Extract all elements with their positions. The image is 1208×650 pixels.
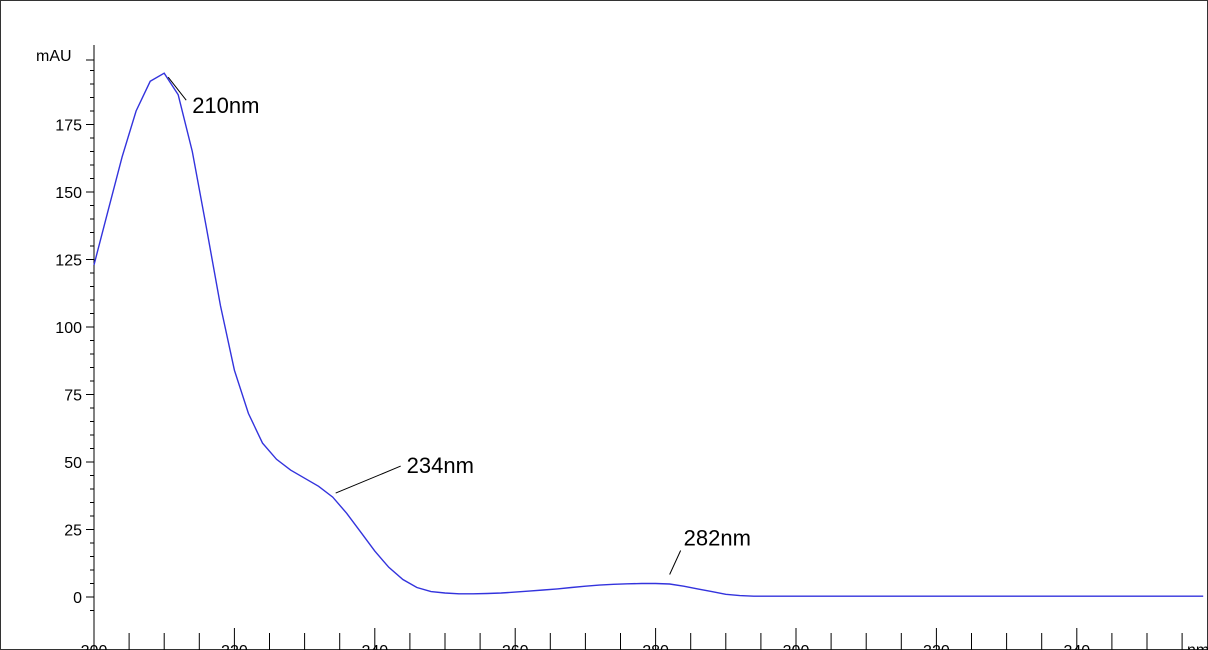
x-tick-label: 300 (783, 643, 810, 650)
x-tick-label: 340 (1063, 643, 1090, 650)
x-tick-label: 320 (923, 643, 950, 650)
x-tick-label: 280 (642, 643, 669, 650)
x-tick-label: 260 (502, 643, 529, 650)
annotation-leader-line (669, 550, 682, 575)
y-tick-label: 100 (55, 320, 82, 337)
peak-label: 234nm (407, 453, 474, 478)
y-tick-label: 125 (55, 253, 82, 270)
x-axis-label: nm (1187, 642, 1208, 650)
y-tick-label: 50 (64, 455, 82, 472)
x-tick-label: 200 (81, 643, 108, 650)
tick-labels: 0 25 50 75 100 125 150 175 200 220 240 260 280 300 320… (55, 118, 1090, 650)
y-tick-label: 150 (55, 185, 82, 202)
y-tick-label: 25 (64, 523, 82, 540)
tick-marks (86, 59, 1183, 650)
x-tick-label: 240 (361, 643, 388, 650)
y-tick-label: 0 (73, 590, 82, 607)
annotation-leader-line (167, 76, 187, 101)
y-axis-label: mAU (36, 48, 72, 65)
y-tick-label: 75 (64, 388, 82, 405)
x-tick-label: 220 (221, 643, 248, 650)
absorbance-series-line (93, 72, 1204, 597)
peak-annotations: 210nm 234nm 282nm (167, 76, 751, 575)
peak-label: 282nm (684, 526, 751, 551)
annotation-leader-line (335, 465, 401, 494)
y-tick-label: 175 (55, 118, 82, 135)
peak-label: 210nm (192, 93, 259, 118)
